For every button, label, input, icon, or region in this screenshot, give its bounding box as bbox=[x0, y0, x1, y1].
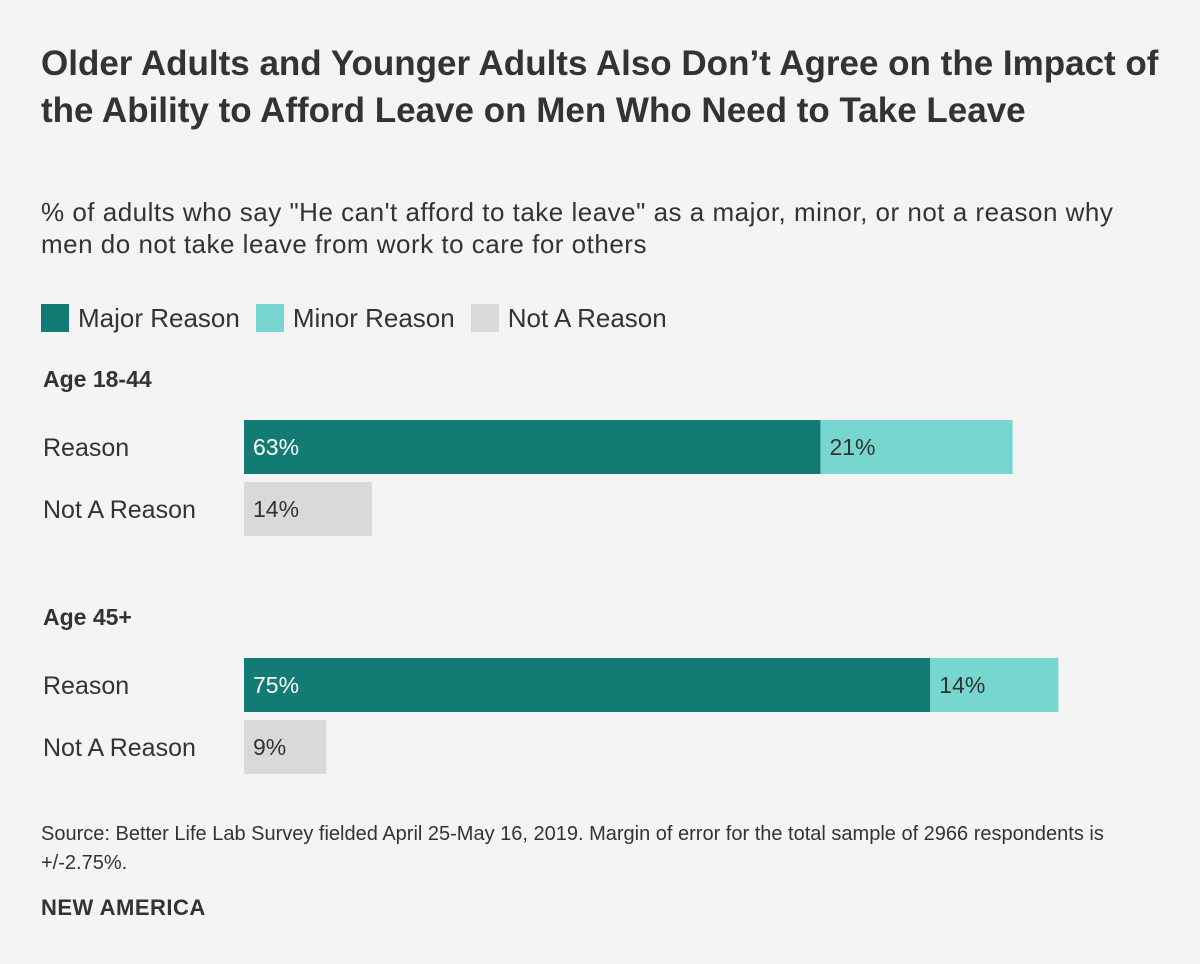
source-note: Source: Better Life Lab Survey fielded A… bbox=[41, 823, 1104, 874]
bar-not-a-reason bbox=[244, 720, 327, 774]
legend-swatch-minor bbox=[255, 304, 284, 332]
legend-item-major: Major Reason bbox=[41, 303, 240, 334]
row-label: Reason bbox=[43, 672, 129, 700]
chart-subtitle: % of adults who say "He can't afford to … bbox=[41, 197, 1114, 259]
data-label: 75% bbox=[253, 672, 299, 698]
row-label: Not A Reason bbox=[43, 496, 196, 524]
data-label: 63% bbox=[253, 434, 299, 460]
bar-minor-reason bbox=[820, 420, 1013, 474]
group-title: Age 18-44 bbox=[43, 366, 152, 392]
chart-title: Older Adults and Younger Adults Also Don… bbox=[41, 44, 1159, 130]
legend-item-minor: Minor Reason bbox=[255, 302, 455, 334]
bar-minor-reason bbox=[930, 658, 1059, 712]
brand-logo: NEW AMERICA bbox=[41, 895, 206, 920]
row-label: Reason bbox=[43, 434, 129, 462]
data-label: 21% bbox=[829, 434, 875, 460]
data-label: 14% bbox=[253, 496, 299, 522]
group-title: Age 45+ bbox=[43, 604, 132, 630]
data-label: 14% bbox=[939, 672, 985, 698]
legend-swatch-major bbox=[41, 304, 69, 332]
bar-major-reason bbox=[244, 658, 931, 712]
data-label: 9% bbox=[253, 734, 286, 760]
row-label: Not A Reason bbox=[43, 734, 196, 762]
bar-not-a-reason bbox=[244, 482, 373, 536]
legend-swatch-not bbox=[470, 304, 499, 332]
legend: Major Reason Minor Reason Not A Reason bbox=[41, 300, 683, 336]
legend-label-major: Major Reason bbox=[78, 302, 240, 333]
legend-label-not: Not A Reason bbox=[507, 302, 667, 333]
legend-item-not: Not A Reason bbox=[470, 302, 667, 334]
bar-major-reason bbox=[244, 420, 821, 474]
legend-label-minor: Minor Reason bbox=[292, 302, 455, 333]
bar-chart: Age 18-44 Reason 63% 21% Not A Reason 14% Age … bbox=[43, 366, 1059, 774]
